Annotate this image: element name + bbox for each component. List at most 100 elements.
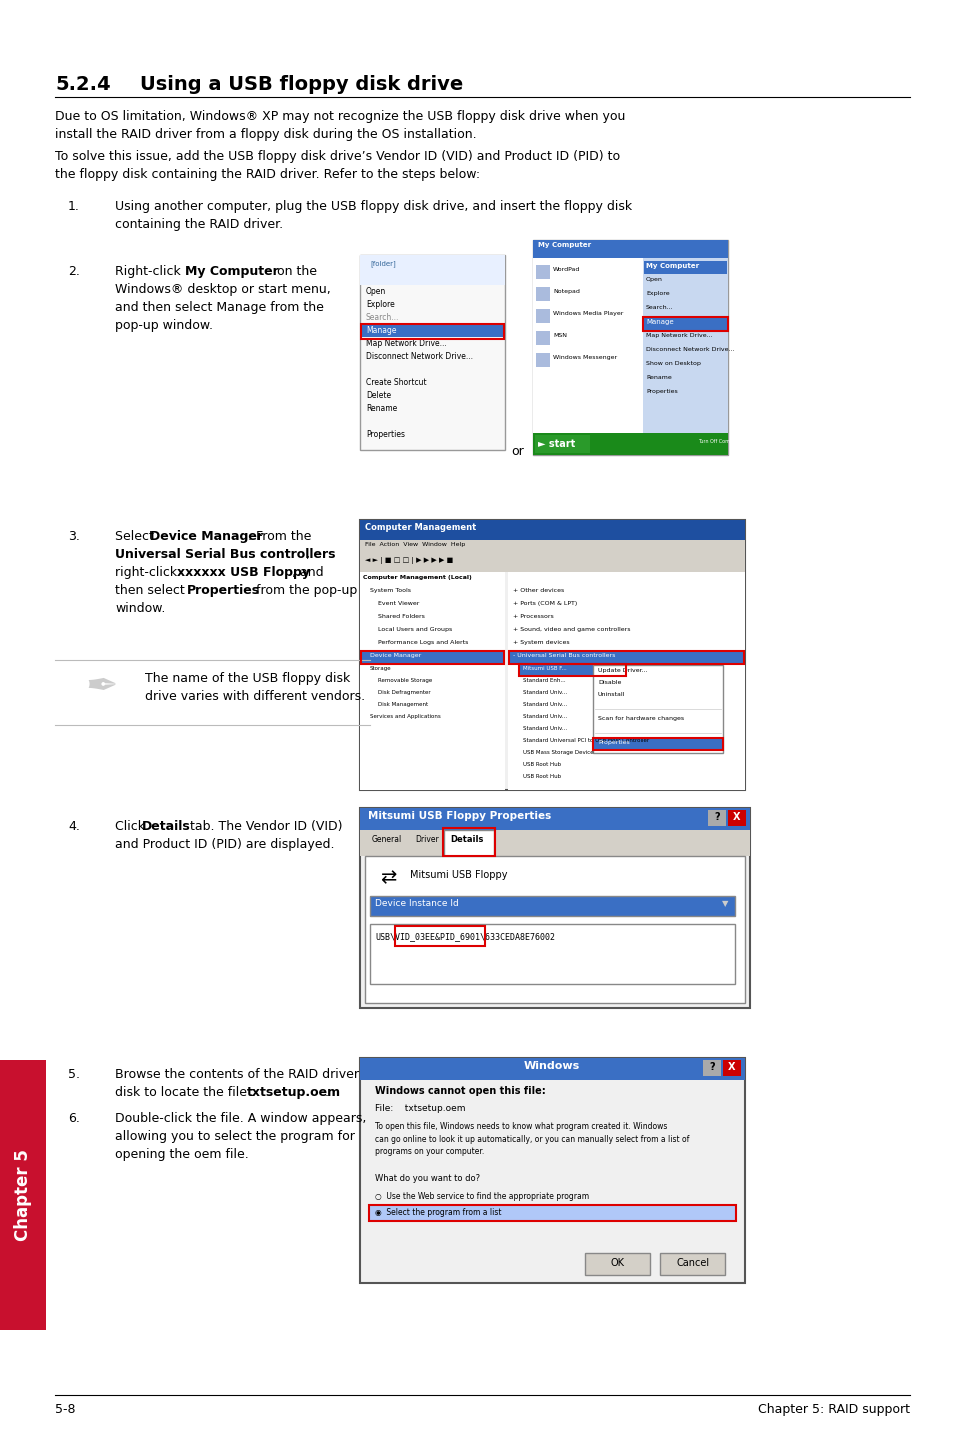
Text: Windows® desktop or start menu,: Windows® desktop or start menu, bbox=[115, 283, 331, 296]
Text: window.: window. bbox=[115, 603, 165, 615]
Text: OK: OK bbox=[610, 1258, 624, 1268]
Bar bbox=[359, 554, 744, 572]
Bar bbox=[533, 433, 727, 454]
Text: My Computer: My Computer bbox=[537, 242, 591, 247]
Text: Computer Management: Computer Management bbox=[365, 523, 476, 532]
Text: Device Instance Id: Device Instance Id bbox=[375, 899, 458, 907]
Text: Scan for hardware changes: Scan for hardware changes bbox=[598, 716, 683, 720]
Text: To solve this issue, add the USB floppy disk drive’s Vendor ID (VID) and Product: To solve this issue, add the USB floppy … bbox=[55, 150, 619, 181]
Text: Show on Desktop: Show on Desktop bbox=[645, 361, 700, 367]
Bar bbox=[536, 309, 550, 324]
Text: and Product ID (PID) are displayed.: and Product ID (PID) are displayed. bbox=[115, 838, 335, 851]
Text: Search...: Search... bbox=[645, 305, 673, 311]
Text: ◄ ► | ■ □ □ | ▶ ▶ ▶ ▶ ■: ◄ ► | ■ □ □ | ▶ ▶ ▶ ▶ ■ bbox=[365, 557, 453, 564]
Bar bbox=[722, 1060, 740, 1076]
Bar bbox=[442, 828, 495, 856]
Text: Open: Open bbox=[366, 288, 386, 296]
Bar bbox=[594, 739, 721, 751]
Text: Properties: Properties bbox=[598, 741, 629, 745]
Text: 5.2.4: 5.2.4 bbox=[55, 75, 111, 93]
Text: Open: Open bbox=[645, 278, 662, 282]
Text: USB\VID_03EE&PID_6901\633CEDA8E76002: USB\VID_03EE&PID_6901\633CEDA8E76002 bbox=[375, 932, 555, 940]
Bar bbox=[536, 352, 550, 367]
Text: Cancel: Cancel bbox=[676, 1258, 709, 1268]
Text: ► start: ► start bbox=[537, 439, 575, 449]
Text: Driver: Driver bbox=[415, 835, 438, 844]
Text: . From the: . From the bbox=[248, 531, 311, 544]
Text: txtsetup.oem: txtsetup.oem bbox=[247, 1086, 341, 1099]
Text: Map Network Drive...: Map Network Drive... bbox=[366, 339, 446, 348]
Text: then select: then select bbox=[115, 584, 189, 597]
Text: Storage: Storage bbox=[370, 666, 392, 672]
Text: My Computer: My Computer bbox=[185, 265, 278, 278]
Text: Disk Management: Disk Management bbox=[377, 702, 428, 707]
Text: + Sound, video and game controllers: + Sound, video and game controllers bbox=[513, 627, 630, 631]
Text: right-click: right-click bbox=[115, 567, 181, 580]
Bar bbox=[642, 316, 727, 331]
Text: Due to OS limitation, Windows® XP may not recognize the USB floppy disk drive wh: Due to OS limitation, Windows® XP may no… bbox=[55, 109, 625, 141]
Text: Properties: Properties bbox=[645, 390, 677, 394]
Bar bbox=[533, 240, 727, 454]
Text: ▼: ▼ bbox=[721, 899, 728, 907]
Text: Create Shortcut: Create Shortcut bbox=[366, 378, 426, 387]
Text: To open this file, Windows needs to know what program created it. Windows
can go: To open this file, Windows needs to know… bbox=[375, 1122, 689, 1156]
Text: Computer Management (Local): Computer Management (Local) bbox=[363, 575, 471, 580]
Text: Browse the contents of the RAID driver: Browse the contents of the RAID driver bbox=[115, 1068, 358, 1081]
Text: General: General bbox=[372, 835, 402, 844]
Text: Services and Applications: Services and Applications bbox=[370, 715, 440, 719]
Bar bbox=[536, 265, 550, 279]
Text: Double-click the file. A window appears,: Double-click the file. A window appears, bbox=[115, 1112, 366, 1125]
Text: + Other devices: + Other devices bbox=[513, 588, 563, 592]
Bar bbox=[727, 810, 745, 825]
Text: Universal Serial Bus controllers: Universal Serial Bus controllers bbox=[115, 548, 335, 561]
Text: or: or bbox=[511, 444, 523, 457]
Text: Rename: Rename bbox=[645, 375, 671, 380]
Text: disk to locate the file: disk to locate the file bbox=[115, 1086, 251, 1099]
Text: ○  Use the Web service to find the appropriate program: ○ Use the Web service to find the approp… bbox=[375, 1192, 589, 1201]
Text: Performance Logs and Alerts: Performance Logs and Alerts bbox=[377, 640, 468, 646]
Text: Disconnect Network Drive...: Disconnect Network Drive... bbox=[645, 347, 734, 352]
Text: ?: ? bbox=[714, 812, 720, 823]
Bar bbox=[359, 572, 504, 789]
Text: X: X bbox=[733, 812, 740, 823]
Bar bbox=[359, 541, 744, 554]
Text: Disable: Disable bbox=[598, 680, 620, 684]
Text: Shared Folders: Shared Folders bbox=[377, 614, 424, 618]
Text: from the pop-up: from the pop-up bbox=[252, 584, 356, 597]
Text: Windows: Windows bbox=[523, 1061, 579, 1071]
Text: WordPad: WordPad bbox=[553, 267, 579, 272]
Text: Turn Off Computer: Turn Off Computer bbox=[698, 439, 742, 444]
Bar bbox=[659, 1252, 724, 1276]
Text: Update Driver...: Update Driver... bbox=[598, 669, 647, 673]
Text: on the: on the bbox=[273, 265, 316, 278]
Bar bbox=[359, 521, 744, 541]
Text: .: . bbox=[325, 1086, 329, 1099]
Bar bbox=[365, 856, 744, 1002]
Text: USB Root Hub: USB Root Hub bbox=[522, 762, 560, 766]
Text: Details: Details bbox=[142, 820, 191, 833]
Text: Delete: Delete bbox=[366, 391, 391, 400]
Text: Mitsumi USB Floppy: Mitsumi USB Floppy bbox=[410, 870, 507, 880]
Bar bbox=[359, 255, 504, 450]
Text: pop-up window.: pop-up window. bbox=[115, 319, 213, 332]
Text: Device Manager: Device Manager bbox=[370, 653, 421, 659]
Text: - Universal Serial Bus controllers: - Universal Serial Bus controllers bbox=[513, 653, 615, 659]
Text: USB Root Hub: USB Root Hub bbox=[522, 774, 560, 779]
Text: Select: Select bbox=[115, 531, 157, 544]
Bar bbox=[443, 830, 494, 856]
Text: Explore: Explore bbox=[645, 290, 669, 296]
Bar bbox=[509, 651, 743, 664]
Text: Notepad: Notepad bbox=[553, 289, 579, 293]
Bar bbox=[593, 738, 722, 751]
Text: Standard Univ...: Standard Univ... bbox=[522, 715, 566, 719]
Bar bbox=[359, 1058, 744, 1080]
Text: Standard Universal PCI to USB Host Controller: Standard Universal PCI to USB Host Contr… bbox=[522, 738, 648, 743]
Text: System Tools: System Tools bbox=[370, 588, 411, 592]
Text: Search...: Search... bbox=[366, 313, 399, 322]
Text: Using a USB floppy disk drive: Using a USB floppy disk drive bbox=[140, 75, 463, 93]
Text: Windows Messenger: Windows Messenger bbox=[553, 355, 617, 360]
Text: Disconnect Network Drive...: Disconnect Network Drive... bbox=[366, 352, 473, 361]
Text: ⇄: ⇄ bbox=[379, 869, 395, 887]
Bar bbox=[370, 896, 734, 916]
Text: Properties: Properties bbox=[187, 584, 260, 597]
